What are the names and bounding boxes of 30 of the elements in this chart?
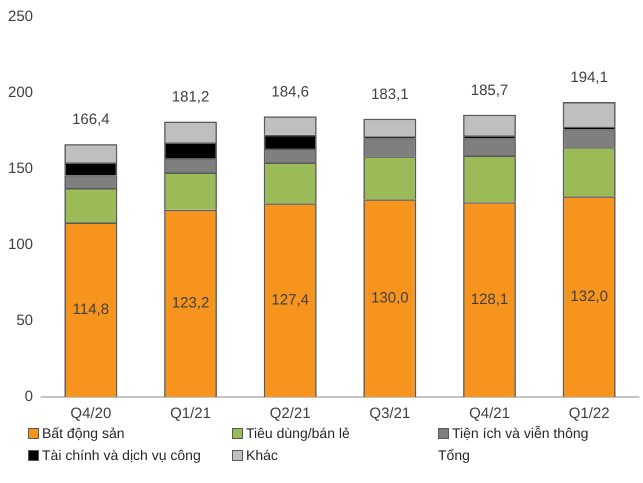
text: Tổng [438, 447, 470, 463]
data-label: 127,4 [271, 291, 309, 308]
total-label: 185,7 [470, 82, 508, 99]
total-label: 181,2 [172, 88, 210, 106]
x-tick-label: Q4/21 [469, 405, 510, 422]
data-label: 130,0 [371, 289, 409, 306]
y-tick-label: 100 [8, 236, 34, 254]
legend-label: Tiêu dùng/bán lẻ [246, 425, 350, 441]
y-tick-label: 150 [8, 160, 34, 178]
y-tick-label: 250 [8, 8, 34, 26]
legend-label: Bất động sản [42, 425, 125, 441]
y-tick-label: 0 [24, 388, 34, 406]
y-tick-label: 50 [16, 312, 34, 330]
x-tick-label: Q2/21 [270, 405, 311, 422]
legend-label: Tiện ích và viễn thông [452, 425, 588, 441]
y-tick-label: 200 [8, 84, 34, 102]
data-label: 132,0 [570, 288, 608, 305]
data-label: 123,2 [172, 294, 210, 312]
total-label: 183,1 [371, 86, 409, 103]
legend-label: Khác [246, 447, 278, 463]
data-label: 114,8 [72, 300, 110, 318]
total-label: 194,1 [570, 69, 608, 86]
data-label: 128,1 [470, 290, 508, 308]
x-tick-label: Q4/20 [70, 405, 112, 422]
total-label: 184,6 [271, 84, 309, 101]
legend-label: Tài chính và dịch vụ công [42, 447, 201, 463]
x-tick-label: Q1/21 [170, 405, 211, 422]
x-tick-label: Q3/21 [369, 405, 410, 422]
x-tick-label: Q1/22 [568, 405, 610, 422]
total-label: 166,4 [72, 111, 110, 128]
